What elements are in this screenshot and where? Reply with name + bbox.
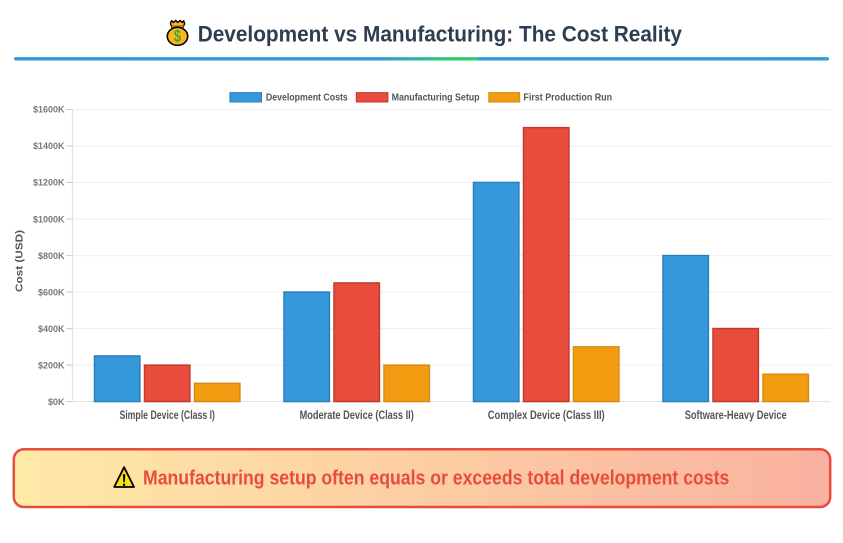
svg-text:Software-Heavy Device: Software-Heavy Device	[685, 410, 787, 422]
svg-text:$200K: $200K	[38, 360, 65, 370]
svg-text:Simple Device (Class I): Simple Device (Class I)	[119, 410, 215, 422]
svg-text:$1400K: $1400K	[33, 141, 65, 151]
svg-text:$0K: $0K	[48, 397, 65, 407]
svg-text:$800K: $800K	[38, 251, 65, 261]
svg-text:Development vs Manufacturing:: Development vs Manufacturing: The Cost R…	[198, 21, 683, 46]
svg-text:First Production Run: First Production Run	[523, 92, 612, 103]
svg-text:Moderate Device (Class II): Moderate Device (Class II)	[300, 410, 414, 422]
svg-text:Cost (USD): Cost (USD)	[14, 230, 26, 292]
svg-text:$600K: $600K	[38, 287, 65, 297]
svg-text:$1600K: $1600K	[33, 105, 65, 115]
svg-text:$1200K: $1200K	[33, 178, 65, 188]
svg-text:Manufacturing setup often equa: Manufacturing setup often equals or exce…	[143, 468, 729, 490]
svg-text:$1000K: $1000K	[33, 214, 65, 224]
svg-text:Manufacturing Setup: Manufacturing Setup	[392, 92, 480, 103]
svg-text:Development Costs: Development Costs	[266, 92, 348, 103]
svg-text:$400K: $400K	[38, 324, 65, 334]
svg-text:$: $	[174, 28, 182, 46]
svg-text:Complex Device (Class III): Complex Device (Class III)	[488, 410, 605, 422]
